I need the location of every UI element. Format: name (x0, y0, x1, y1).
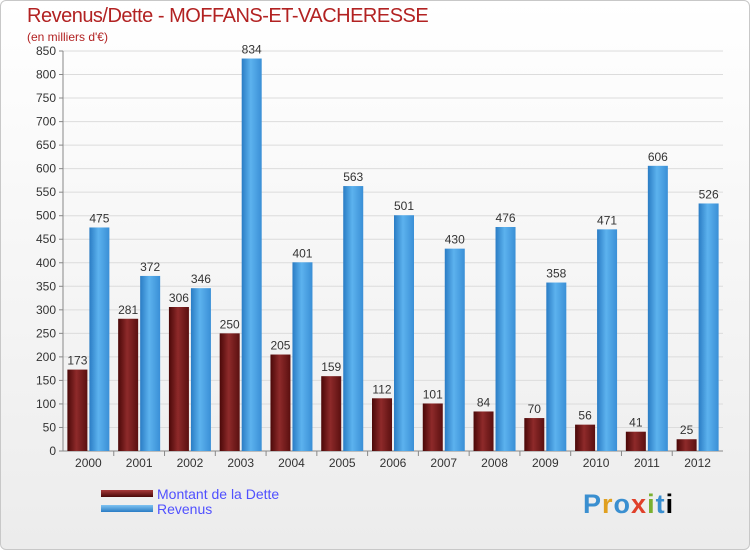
x-tick-label: 2003 (227, 456, 254, 470)
logo-letter: i (647, 489, 656, 519)
logo-letter: x (631, 489, 648, 519)
data-label-dette: 112 (372, 382, 391, 396)
logo-letter: r (602, 489, 614, 519)
bar-revenus (495, 227, 516, 451)
logo-letter: P (583, 489, 603, 519)
data-label-dette: 41 (629, 416, 643, 430)
data-label-revenus: 526 (699, 187, 719, 201)
y-tick-label: 100 (36, 397, 56, 411)
bar-revenus (140, 275, 161, 451)
logo-letter: t (655, 489, 666, 519)
data-label-dette: 159 (321, 360, 341, 374)
data-label-dette: 281 (118, 303, 138, 317)
legend-swatch-dette (101, 490, 153, 497)
data-label-revenus: 358 (546, 267, 566, 281)
bar-revenus (698, 203, 719, 451)
x-tick-label: 2000 (75, 456, 102, 470)
proxiti-logo: Proxiti (583, 489, 674, 520)
legend-swatch-revenus (101, 505, 153, 512)
x-tick-label: 2007 (430, 456, 457, 470)
y-tick-label: 300 (36, 303, 56, 317)
bar-dette (118, 318, 139, 451)
bar-dette (372, 398, 392, 451)
logo-letter: i (665, 489, 675, 519)
data-label-revenus: 430 (445, 233, 465, 247)
x-tick-label: 2002 (177, 456, 204, 470)
y-tick-label: 750 (36, 91, 56, 105)
bar-revenus (89, 227, 110, 451)
data-label-revenus: 346 (191, 272, 211, 286)
bar-dette (321, 376, 342, 451)
bar-revenus (190, 288, 211, 451)
chart-title: Revenus/Dette - MOFFANS-ET-VACHERESSE (27, 5, 429, 27)
data-label-revenus: 475 (89, 211, 109, 225)
bar-revenus (647, 165, 668, 451)
bar-dette (625, 431, 646, 451)
bar-revenus (546, 282, 567, 451)
bar-revenus (343, 186, 364, 451)
y-tick-label: 700 (36, 115, 56, 129)
y-tick-label: 0 (49, 444, 56, 458)
data-label-dette: 84 (477, 395, 491, 409)
y-tick-label: 550 (36, 185, 56, 199)
bar-dette (270, 354, 291, 451)
data-label-revenus: 501 (394, 199, 414, 213)
x-tick-label: 2011 (634, 456, 660, 470)
bar-dette (67, 369, 88, 451)
data-label-revenus: 372 (140, 260, 160, 274)
bar-dette (168, 307, 189, 451)
x-tick-label: 2004 (278, 456, 305, 470)
data-label-revenus: 606 (648, 150, 668, 164)
bar-dette (524, 418, 545, 451)
y-tick-label: 800 (36, 68, 56, 82)
y-tick-label: 250 (36, 326, 56, 340)
bar-revenus (444, 248, 465, 451)
data-label-revenus: 563 (343, 170, 363, 184)
x-tick-label: 2005 (329, 456, 356, 470)
x-tick-label: 2006 (380, 456, 407, 470)
data-label-revenus: 471 (597, 213, 617, 227)
x-tick-label: 2001 (126, 456, 153, 470)
logo-letter: o (613, 489, 632, 519)
y-tick-label: 850 (36, 44, 56, 58)
y-tick-label: 200 (36, 350, 56, 364)
y-tick-label: 400 (36, 256, 56, 270)
data-label-dette: 173 (67, 354, 87, 368)
data-label-dette: 306 (169, 291, 189, 305)
data-label-revenus: 476 (496, 211, 516, 225)
y-tick-label: 450 (36, 232, 56, 246)
bar-dette (422, 403, 443, 451)
legend-label-dette: Montant de la Dette (157, 486, 280, 502)
x-tick-label: 2008 (481, 456, 508, 470)
chart-subtitle: (en milliers d'€) (27, 30, 108, 44)
legend-label-revenus: Revenus (157, 501, 213, 517)
y-tick-label: 50 (43, 420, 57, 434)
data-label-dette: 205 (270, 339, 290, 353)
bar-revenus (597, 229, 618, 451)
data-label-dette: 250 (220, 317, 240, 331)
bar-dette (676, 439, 697, 451)
data-label-dette: 70 (528, 402, 542, 416)
y-tick-label: 650 (36, 138, 56, 152)
bar-revenus (241, 58, 262, 451)
bar-dette (473, 411, 494, 451)
data-label-revenus: 834 (242, 43, 262, 57)
bar-chart: 0 50 100 150 200 250 300 350 400 450 500 550 600 650 7… (36, 43, 723, 470)
bar-dette (219, 333, 240, 451)
y-tick-label: 600 (36, 162, 56, 176)
bar-revenus (394, 215, 414, 451)
bar-dette (575, 424, 596, 451)
data-label-revenus: 401 (292, 246, 312, 260)
data-label-dette: 101 (423, 387, 443, 401)
x-tick-label: 2010 (583, 456, 610, 470)
y-tick-label: 150 (36, 373, 56, 387)
y-tick-label: 500 (36, 209, 56, 223)
x-tick-label: 2009 (532, 456, 559, 470)
x-tick-label: 2012 (684, 456, 711, 470)
data-label-dette: 25 (680, 423, 694, 437)
y-tick-label: 350 (36, 279, 56, 293)
bar-revenus (292, 262, 313, 451)
data-label-dette: 56 (578, 409, 592, 423)
